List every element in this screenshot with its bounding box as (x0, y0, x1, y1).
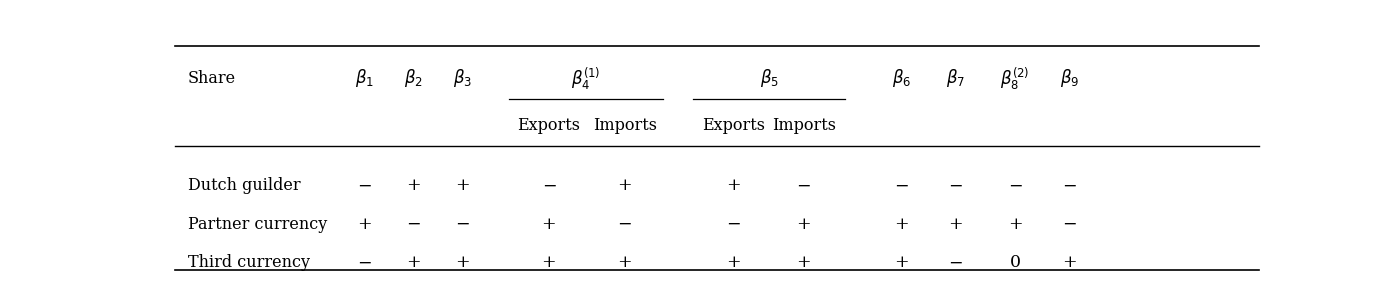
Text: +: + (1007, 216, 1023, 233)
Text: +: + (726, 254, 740, 271)
Text: +: + (617, 254, 632, 271)
Text: +: + (894, 216, 908, 233)
Text: +: + (1062, 254, 1077, 271)
Text: $\beta_3$: $\beta_3$ (453, 67, 471, 89)
Text: −: − (949, 254, 963, 271)
Text: $\beta_7$: $\beta_7$ (946, 67, 965, 89)
Text: +: + (617, 177, 632, 194)
Text: 0: 0 (1010, 254, 1021, 271)
Text: +: + (726, 177, 740, 194)
Text: −: − (357, 254, 372, 271)
Text: $\beta_1$: $\beta_1$ (355, 67, 374, 89)
Text: $\beta_9$: $\beta_9$ (1059, 67, 1079, 89)
Text: +: + (796, 216, 811, 233)
Text: Share: Share (187, 70, 236, 87)
Text: −: − (1007, 177, 1023, 194)
Text: +: + (541, 254, 557, 271)
Text: +: + (541, 216, 557, 233)
Text: −: − (1062, 216, 1077, 233)
Text: +: + (894, 254, 908, 271)
Text: Third currency: Third currency (187, 254, 311, 271)
Text: +: + (455, 254, 470, 271)
Text: Imports: Imports (593, 117, 656, 134)
Text: −: − (1062, 177, 1077, 194)
Text: Dutch guilder: Dutch guilder (187, 177, 301, 194)
Text: +: + (949, 216, 963, 233)
Text: −: − (894, 177, 908, 194)
Text: −: − (541, 177, 557, 194)
Text: Imports: Imports (772, 117, 835, 134)
Text: +: + (455, 177, 470, 194)
Text: $\beta_6$: $\beta_6$ (891, 67, 911, 89)
Text: −: − (796, 177, 811, 194)
Text: $\beta_2$: $\beta_2$ (404, 67, 422, 89)
Text: +: + (357, 216, 372, 233)
Text: Exports: Exports (518, 117, 581, 134)
Text: −: − (726, 216, 740, 233)
Text: −: − (357, 177, 372, 194)
Text: −: − (617, 216, 632, 233)
Text: Exports: Exports (702, 117, 765, 134)
Text: $\beta_4^{(1)}$: $\beta_4^{(1)}$ (571, 65, 600, 92)
Text: −: − (949, 177, 963, 194)
Text: $\beta_8^{(2)}$: $\beta_8^{(2)}$ (1000, 65, 1030, 92)
Text: $\beta_5$: $\beta_5$ (760, 67, 778, 89)
Text: +: + (406, 254, 421, 271)
Text: +: + (796, 254, 811, 271)
Text: +: + (406, 177, 421, 194)
Text: −: − (455, 216, 470, 233)
Text: Partner currency: Partner currency (187, 216, 327, 233)
Text: −: − (406, 216, 421, 233)
